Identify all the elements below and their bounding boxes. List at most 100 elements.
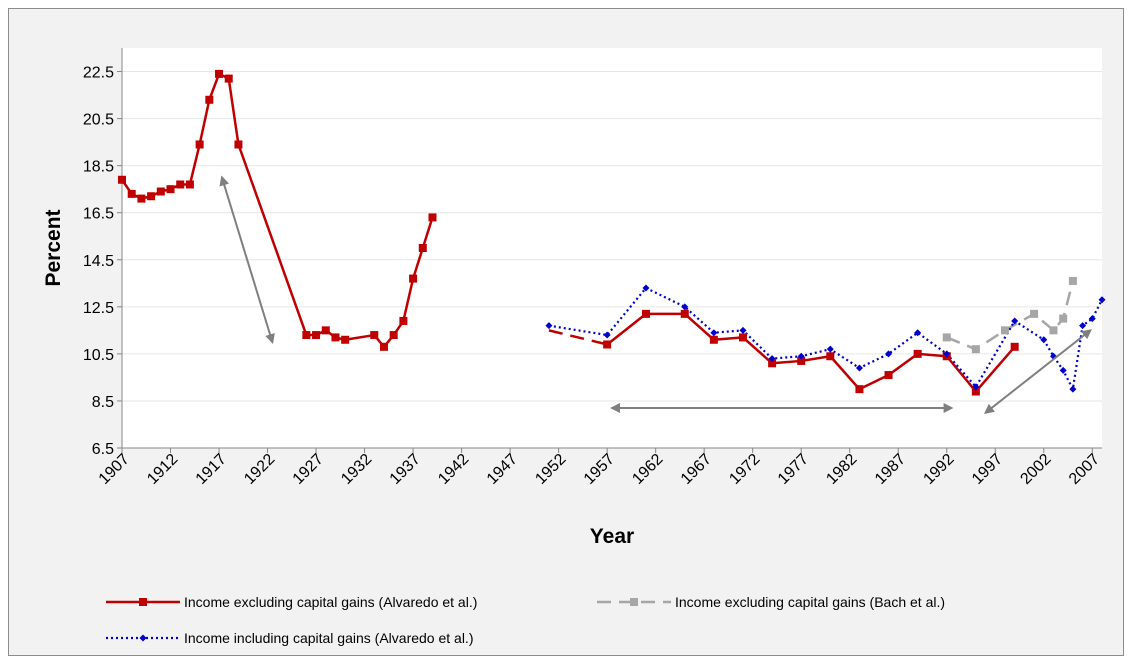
data-point bbox=[428, 213, 437, 222]
x-axis-label: Year bbox=[590, 525, 634, 548]
data-point bbox=[418, 244, 427, 252]
data-point bbox=[885, 350, 893, 358]
data-point bbox=[642, 284, 650, 292]
x-tick-label: 1972 bbox=[726, 451, 763, 488]
data-point bbox=[738, 333, 747, 342]
data-point bbox=[341, 335, 350, 344]
series-line bbox=[606, 312, 1016, 393]
data-point bbox=[1010, 342, 1019, 351]
data-point bbox=[797, 356, 806, 365]
data-point bbox=[971, 345, 980, 354]
data-point bbox=[389, 331, 398, 340]
data-point bbox=[545, 322, 553, 330]
x-tick-label: 2007 bbox=[1066, 451, 1103, 488]
x-tick-label: 1997 bbox=[969, 451, 1006, 488]
x-tick-label: 1912 bbox=[144, 451, 181, 488]
y-tick-label: 10.5 bbox=[83, 347, 114, 364]
x-tick-label: 1922 bbox=[241, 451, 278, 488]
legend-marker bbox=[139, 598, 147, 606]
x-tick-label: 1992 bbox=[920, 451, 957, 488]
x-tick-label: 1942 bbox=[435, 451, 472, 488]
legend-label: Income including capital gains (Alvaredo… bbox=[184, 630, 474, 646]
data-point bbox=[681, 303, 689, 311]
data-point bbox=[321, 326, 330, 335]
data-point bbox=[855, 385, 864, 394]
data-point bbox=[166, 185, 175, 194]
data-point bbox=[205, 95, 214, 104]
legend-label: Income excluding capital gains (Bach et … bbox=[675, 594, 945, 610]
y-tick-label: 14.5 bbox=[83, 253, 114, 270]
data-point bbox=[379, 342, 388, 351]
x-tick-label: 1927 bbox=[290, 451, 327, 488]
data-point bbox=[118, 175, 126, 184]
data-point bbox=[156, 187, 165, 196]
data-point bbox=[399, 316, 408, 325]
legend-item: Income excluding capital gains (Bach et … bbox=[597, 594, 945, 610]
y-tick-label: 18.5 bbox=[83, 159, 114, 176]
y-tick-label: 16.5 bbox=[83, 206, 114, 223]
data-point bbox=[302, 331, 311, 340]
legend-label: Income excluding capital gains (Alvaredo… bbox=[184, 594, 477, 610]
data-point bbox=[137, 194, 146, 203]
data-point bbox=[1079, 322, 1087, 330]
legend-item: Income including capital gains (Alvaredo… bbox=[106, 630, 474, 646]
y-tick-label: 22.5 bbox=[83, 65, 114, 82]
x-tick-label: 1962 bbox=[629, 451, 666, 488]
data-point bbox=[768, 359, 777, 368]
data-point bbox=[1088, 315, 1096, 323]
legend-marker bbox=[139, 634, 147, 642]
legend-item: Income excluding capital gains (Alvaredo… bbox=[106, 594, 477, 610]
data-point bbox=[1068, 276, 1077, 285]
data-point bbox=[710, 329, 718, 337]
data-point bbox=[215, 69, 224, 78]
data-point bbox=[914, 329, 922, 337]
x-tick-label: 1967 bbox=[678, 451, 715, 488]
data-point bbox=[680, 309, 689, 318]
data-point bbox=[603, 340, 612, 349]
y-tick-label: 20.5 bbox=[83, 112, 114, 129]
x-tick-label: 1937 bbox=[387, 451, 424, 488]
legend: Income excluding capital gains (Alvaredo… bbox=[106, 594, 945, 646]
annotation-arrows bbox=[219, 175, 1092, 414]
x-tick-label: 1982 bbox=[823, 451, 860, 488]
data-point bbox=[312, 331, 321, 340]
data-point bbox=[147, 192, 156, 201]
y-tick-label: 8.5 bbox=[92, 394, 114, 411]
series-markers bbox=[118, 69, 1106, 396]
y-tick-label: 12.5 bbox=[83, 300, 114, 317]
data-point bbox=[195, 140, 204, 149]
data-point bbox=[370, 331, 379, 340]
data-point bbox=[1059, 314, 1068, 323]
data-point bbox=[127, 189, 136, 198]
data-point bbox=[942, 333, 951, 342]
double-arrow bbox=[219, 175, 275, 345]
x-tick-label: 2002 bbox=[1017, 451, 1054, 488]
data-point bbox=[739, 326, 747, 334]
data-point bbox=[224, 74, 233, 83]
x-tick-label: 1977 bbox=[775, 451, 812, 488]
data-point bbox=[855, 364, 863, 372]
data-point bbox=[409, 274, 418, 283]
series-line-segment bbox=[548, 329, 608, 346]
x-tick-label: 1957 bbox=[581, 451, 618, 488]
x-tick-label: 1987 bbox=[872, 451, 909, 488]
data-point bbox=[943, 350, 951, 358]
y-tick-label: 6.5 bbox=[92, 441, 114, 458]
data-point bbox=[972, 383, 980, 391]
data-point bbox=[234, 140, 243, 149]
data-point bbox=[1000, 326, 1009, 335]
data-point bbox=[913, 349, 922, 358]
data-point bbox=[176, 180, 185, 189]
data-point bbox=[1049, 326, 1058, 335]
x-tick-label: 1952 bbox=[532, 451, 569, 488]
y-axis-label: Percent bbox=[42, 209, 65, 286]
data-point bbox=[826, 352, 835, 361]
x-tick-label: 1947 bbox=[484, 451, 521, 488]
data-point bbox=[1011, 317, 1019, 325]
data-point bbox=[331, 333, 340, 342]
data-point bbox=[1030, 309, 1039, 318]
x-tick-label: 1917 bbox=[193, 451, 230, 488]
data-point bbox=[185, 180, 194, 189]
data-point bbox=[971, 387, 980, 396]
